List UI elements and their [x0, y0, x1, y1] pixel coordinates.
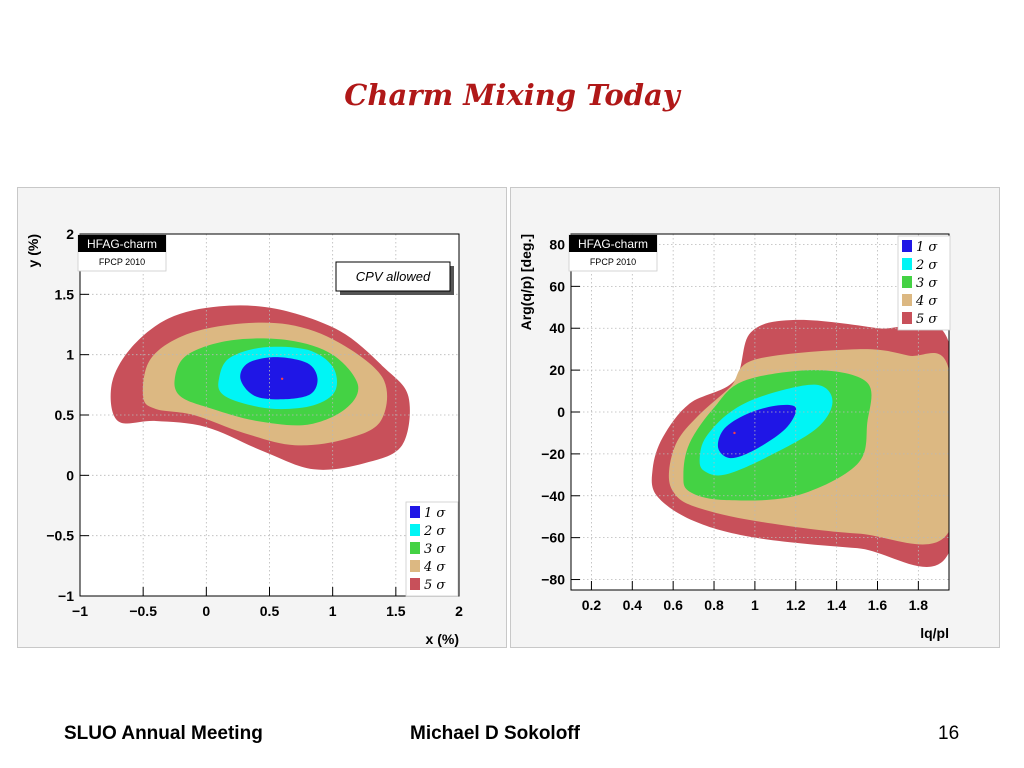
legend-swatch	[410, 506, 420, 518]
x-tick-label: 0.8	[704, 597, 724, 613]
y-axis-label: y (%)	[25, 234, 41, 267]
legend-swatch	[902, 276, 912, 288]
x-tick-label: −1	[72, 603, 88, 619]
y-tick-label: 1	[66, 347, 74, 363]
legend-swatch	[410, 542, 420, 554]
hfag-tag-header	[569, 235, 657, 252]
contour-1sigma	[717, 404, 797, 459]
legend-label: 5 σ	[424, 578, 446, 593]
y-tick-label: 20	[549, 362, 565, 378]
hfag-tag-sub: FPCP 2010	[99, 257, 145, 267]
y-tick-label: 0	[66, 467, 74, 483]
x-tick-label: 0	[202, 603, 210, 619]
y-tick-label: −1	[58, 588, 74, 604]
right-plot-panel: 0.2 0.4 0.6 0.8 1 1.2 1.4 1.6 1.8 −80 −60 −40 −20 0 20…	[510, 187, 1000, 648]
x-tick-label: 0.5	[260, 603, 280, 619]
x-axis-label: x (%)	[426, 631, 459, 647]
slide-title: Charm Mixing Today	[344, 78, 680, 112]
legend-swatch	[902, 240, 912, 252]
y-tick-label: −20	[541, 446, 565, 462]
y-tick-label: 0	[557, 404, 565, 420]
left-plot-panel: −1 −0.5 0 0.5 1 1.5 2 −1 −0.5 0 0.5 1 1.5 2 x (%) y (%)…	[17, 187, 507, 648]
legend-label: 5 σ	[916, 312, 938, 327]
x-axis-label: lq/pl	[920, 625, 949, 641]
y-tick-label: −0.5	[46, 528, 74, 544]
contour-group	[110, 305, 410, 470]
best-fit-point	[280, 377, 284, 380]
x-tick-label: 0.6	[663, 597, 683, 613]
x-tick-label: −0.5	[129, 603, 157, 619]
hfag-tag-label: HFAG-charm	[87, 237, 157, 251]
contour-group	[651, 319, 949, 567]
legend-label: 2 σ	[423, 524, 446, 539]
y-tick-label: 60	[549, 278, 565, 294]
hfag-tag-header	[78, 235, 166, 252]
legend-swatch	[410, 578, 420, 590]
best-fit-point	[733, 431, 736, 435]
x-tick-label: 2	[455, 603, 463, 619]
qp-arg-contour-chart: 0.2 0.4 0.6 0.8 1 1.2 1.4 1.6 1.8 −80 −60 −40 −20 0 20…	[518, 233, 951, 641]
y-tick-label: 1.5	[55, 286, 75, 302]
x-tick-label: 1	[329, 603, 337, 619]
y-tick-label: −40	[541, 488, 565, 504]
legend-label: 3 σ	[916, 276, 938, 291]
legend-label: 4 σ	[915, 294, 938, 309]
legend-label: 4 σ	[423, 560, 446, 575]
x-tick-label: 0.2	[582, 597, 602, 613]
legend-label: 2 σ	[915, 258, 938, 273]
annotation-box	[335, 261, 451, 292]
contour-1sigma	[240, 357, 318, 400]
y-tick-label: −60	[541, 530, 565, 546]
hfag-tag-label: HFAG-charm	[578, 237, 648, 251]
footer-meeting: SLUO Annual Meeting	[64, 723, 263, 744]
y-tick-label: 80	[549, 236, 565, 252]
y-tick-label: 40	[549, 320, 565, 336]
legend-swatch	[902, 312, 912, 324]
x-tick-label: 0.4	[623, 597, 643, 613]
legend-swatch	[410, 524, 420, 536]
legend-swatch	[410, 560, 420, 572]
legend-label: 3 σ	[424, 542, 446, 557]
page-number: 16	[938, 723, 960, 744]
y-tick-label: 0.5	[55, 407, 75, 423]
y-axis-label: Arg(q/p) [deg.]	[518, 234, 534, 330]
x-tick-label: 1.4	[827, 597, 847, 613]
y-tick-label: −80	[541, 572, 565, 588]
footer-author: Michael D Sokoloff	[410, 723, 580, 744]
x-y-contour-chart: −1 −0.5 0 0.5 1 1.5 2 −1 −0.5 0 0.5 1 1.5 2 x (%) y (%)…	[25, 226, 463, 647]
x-tick-label: 1.6	[868, 597, 888, 613]
legend-swatch	[902, 258, 912, 270]
legend-label: 1 σ	[424, 506, 446, 521]
x-tick-label: 1.2	[786, 597, 806, 613]
legend-swatch	[902, 294, 912, 306]
y-tick-label: 2	[66, 226, 74, 242]
hfag-tag-sub: FPCP 2010	[590, 257, 636, 267]
x-tick-label: 1	[751, 597, 759, 613]
legend-label: 1 σ	[916, 240, 938, 255]
x-tick-label: 1.5	[386, 603, 406, 619]
x-tick-label: 1.8	[909, 597, 929, 613]
annotation-text: CPV allowed	[356, 269, 431, 284]
